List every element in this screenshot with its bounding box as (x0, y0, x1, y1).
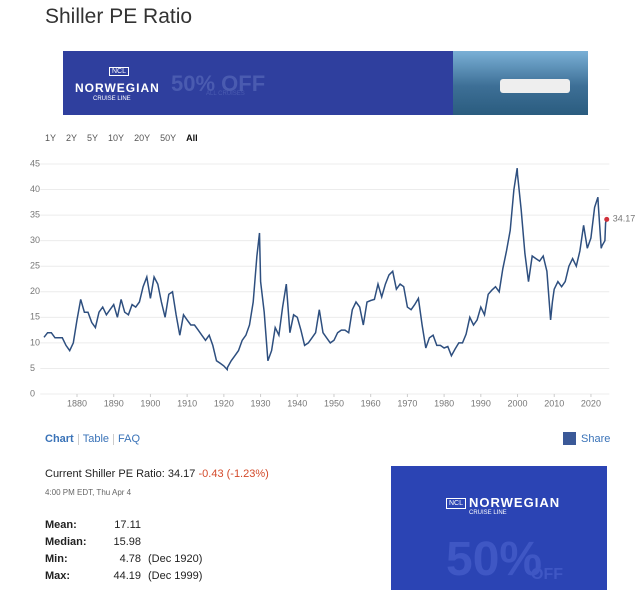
x-tick-label: 1950 (324, 398, 344, 408)
tab-separator (77, 433, 79, 445)
x-tick-label: 1880 (67, 398, 87, 408)
range-buttons: 1Y 2Y 5Y 10Y 20Y 50Y All (45, 133, 208, 143)
stats-value: 15.98 (113, 536, 141, 548)
tab[interactable]: FAQ (118, 433, 141, 445)
stats-value: 4.78 (119, 553, 141, 565)
ad-brand-sub: CRUISE LINE (93, 96, 131, 102)
y-tick-label: 35 (30, 209, 40, 219)
tabs: Chart Table FAQ (45, 433, 140, 445)
range-button[interactable]: 5Y (87, 133, 99, 143)
current-value: 34.17 (167, 468, 196, 480)
ad-brand: NORWEGIAN (469, 495, 561, 510)
x-tick-label: 2010 (544, 398, 564, 408)
stats-note: (Dec 1920) (148, 553, 203, 565)
x-tick-label: 1920 (214, 398, 234, 408)
x-tick-label: 1980 (434, 398, 454, 408)
range-button[interactable]: All (186, 133, 198, 143)
x-tick-label: 1940 (287, 398, 307, 408)
range-button[interactable]: 10Y (108, 133, 125, 143)
current-change: -0.43 (-1.23%) (198, 468, 269, 480)
y-tick-label: 0 (30, 388, 35, 398)
range-button[interactable]: 1Y (45, 133, 57, 143)
stats-label: Median: (45, 536, 87, 548)
y-tick-label: 40 (30, 184, 40, 194)
range-button[interactable]: 2Y (66, 133, 78, 143)
y-tick-label: 15 (30, 312, 40, 322)
x-tick-label: 1990 (471, 398, 491, 408)
x-tick-label: 1890 (104, 398, 124, 408)
y-tick-label: 5 (30, 363, 35, 373)
ad-badge: NCL (109, 67, 130, 76)
share-link[interactable]: Share (581, 433, 611, 445)
stats-value: 44.19 (113, 570, 141, 582)
range-button[interactable]: 20Y (134, 133, 151, 143)
last-point (604, 216, 610, 222)
x-tick-label: 2020 (581, 398, 601, 408)
y-tick-label: 25 (30, 261, 40, 271)
ad-offer: 50% OFF (171, 71, 266, 96)
x-tick-label: 1970 (397, 398, 417, 408)
x-tick-label: 1900 (140, 398, 160, 408)
current-label: Current Shiller PE Ratio: (45, 468, 165, 480)
stats-label: Min: (45, 553, 68, 565)
ad-badge: NCL (446, 498, 467, 509)
ad-offer-sub: OFF (531, 566, 563, 583)
ship (500, 79, 570, 93)
stats-label: Max: (45, 570, 71, 582)
y-tick-label: 10 (30, 337, 40, 347)
chart: 0 5 10 15 20 25 30 35 40 45 1880 1890 1900 1910 1920 19… (30, 158, 636, 408)
range-button[interactable]: 50Y (160, 133, 177, 143)
page-title: Shiller PE Ratio (45, 5, 193, 28)
x-tick-label: 2000 (508, 398, 528, 408)
ad-offer: 50% (446, 533, 543, 586)
x-tick-label: 1930 (251, 398, 271, 408)
x-tick-label: 1960 (361, 398, 381, 408)
stats-label: Mean: (45, 519, 77, 531)
current-line: Current Shiller PE Ratio: 34.17 -0.43 (-… (45, 468, 269, 480)
y-tick-label: 45 (30, 158, 40, 168)
y-tick-label: 30 (30, 235, 40, 245)
ad-brand: NORWEGIAN (75, 81, 160, 95)
line-series (43, 167, 608, 372)
timestamp: 4:00 PM EDT, Thu Apr 4 (45, 488, 132, 497)
tab-separator (113, 433, 115, 445)
x-tick-label: 1910 (177, 398, 197, 408)
facebook-icon[interactable] (563, 432, 576, 445)
last-value-label: 34.17 (613, 214, 636, 224)
ad-offer-sub: ALL CRUISES (206, 91, 245, 97)
ad-banner[interactable]: NCL NORWEGIAN CRUISE LINE 50% OFF ALL CR… (63, 51, 588, 115)
tab[interactable]: Chart (45, 433, 74, 445)
stats-value: 17.11 (114, 519, 141, 531)
tab[interactable]: Table (82, 433, 110, 445)
y-tick-label: 20 (30, 286, 40, 296)
ad-brand-sub: CRUISE LINE (469, 510, 507, 516)
stats-note: (Dec 1999) (148, 570, 203, 582)
ad-side[interactable]: NCL NORWEGIAN CRUISE LINE 50% OFF (391, 466, 607, 590)
